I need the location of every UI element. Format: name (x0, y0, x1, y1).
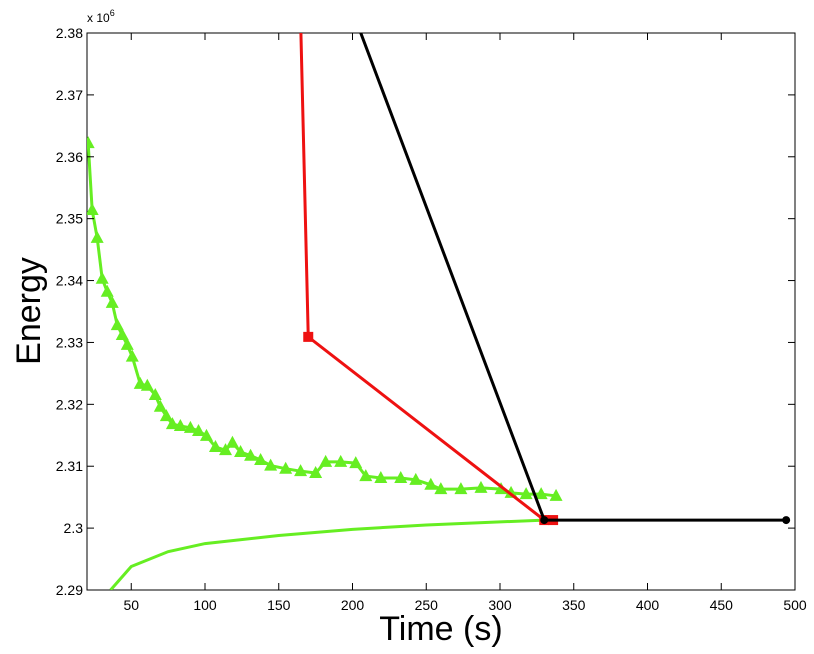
triangle-marker (309, 466, 323, 479)
triangle-marker (424, 477, 438, 490)
y-exponent-base: x 10 (87, 11, 110, 25)
circle-marker (540, 516, 549, 525)
triangle-marker (120, 337, 134, 350)
triangle-marker (279, 461, 293, 474)
y-tick-label: 2.35 (56, 211, 83, 227)
x-tick-label: 150 (267, 597, 291, 613)
triangle-marker (199, 428, 213, 441)
y-tick-label: 2.33 (56, 334, 83, 350)
y-exponent: x 106 (87, 8, 115, 25)
x-tick-label: 400 (636, 597, 660, 613)
y-tick-label: 2.3 (64, 520, 84, 536)
y-tick-label: 2.29 (56, 582, 83, 598)
triangle-marker (110, 318, 124, 331)
triangle-marker (294, 464, 308, 477)
triangle-marker (219, 443, 233, 456)
x-tick-label: 300 (488, 597, 512, 613)
square-marker (303, 331, 314, 342)
plot-area (86, 32, 796, 591)
x-tick-label: 50 (123, 597, 139, 613)
y-tick-label: 2.37 (56, 87, 83, 103)
y-tick-label: 2.38 (56, 25, 83, 41)
triangle-marker (173, 418, 187, 431)
triangle-marker (225, 435, 239, 448)
triangle-marker (454, 482, 468, 495)
triangle-marker (153, 399, 167, 412)
triangle-marker (148, 388, 162, 401)
triangle-marker (534, 487, 548, 500)
x-tick-label: 250 (415, 597, 439, 613)
triangle-marker (183, 420, 197, 433)
triangle-marker (140, 378, 154, 391)
triangle-marker (125, 349, 139, 362)
triangle-marker (374, 470, 388, 483)
x-tick-label: 100 (193, 597, 217, 613)
triangle-marker (95, 271, 109, 284)
triangle-marker (234, 444, 248, 457)
y-axis-label: Energy (10, 257, 48, 365)
triangle-marker (319, 454, 333, 467)
triangle-marker (434, 482, 448, 495)
triangle-marker (334, 454, 348, 467)
plot-layer (87, 33, 791, 590)
triangle-marker (165, 417, 179, 430)
circle-marker (782, 516, 791, 525)
triangle-marker (192, 423, 206, 436)
triangle-marker (115, 328, 129, 341)
triangle-marker (359, 469, 373, 482)
triangle-marker (519, 487, 533, 500)
x-tick-label: 500 (783, 597, 807, 613)
triangle-marker (87, 136, 95, 149)
triangle-marker (90, 230, 104, 243)
x-tick-label: 450 (710, 597, 734, 613)
y-tick-label: 2.34 (56, 273, 83, 289)
x-axis-label: Time (s) (379, 610, 502, 648)
triangle-marker (208, 440, 222, 453)
y-tick-label: 2.36 (56, 149, 83, 165)
triangle-marker (549, 488, 563, 501)
series-line (109, 518, 545, 590)
x-tick-label: 350 (562, 597, 586, 613)
triangle-marker (159, 409, 173, 422)
triangle-marker (474, 480, 488, 493)
triangle-marker (394, 470, 408, 483)
y-tick-label: 2.32 (56, 396, 83, 412)
y-exponent-power: 6 (110, 8, 115, 18)
triangle-marker (349, 456, 363, 469)
triangle-marker (409, 472, 423, 485)
triangle-marker (87, 203, 99, 216)
x-tick-label: 200 (341, 597, 365, 613)
y-tick-label: 2.31 (56, 458, 83, 474)
triangle-marker (264, 458, 278, 471)
triangle-marker (504, 485, 518, 498)
triangle-marker (254, 453, 268, 466)
triangle-marker (244, 448, 258, 461)
triangle-marker (105, 295, 119, 308)
triangle-marker (100, 284, 114, 297)
